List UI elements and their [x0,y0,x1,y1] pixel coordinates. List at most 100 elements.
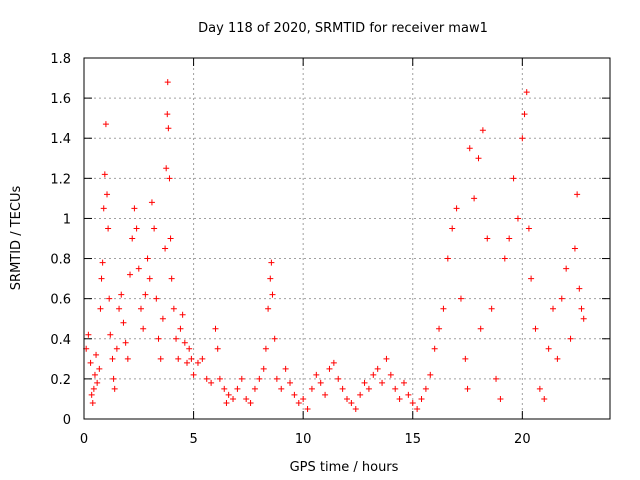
data-point [151,225,158,232]
data-point [357,391,364,398]
data-point [162,245,169,252]
data-point [545,345,552,352]
data-point [208,379,215,386]
data-point [453,205,460,212]
data-point [230,395,237,402]
data-point [528,275,535,282]
data-point [339,385,346,392]
data-point [326,365,333,372]
data-point [427,371,434,378]
data-point [140,325,147,332]
data-point [291,391,298,398]
data-point [370,371,377,378]
x-tick-label: 5 [189,432,197,447]
data-point [127,271,134,278]
data-point [267,275,274,282]
data-point [300,395,307,402]
data-point [361,379,368,386]
data-point [167,235,174,242]
data-point [93,351,100,358]
data-point [168,275,175,282]
data-point [212,325,219,332]
data-point [88,391,95,398]
data-point [243,395,250,402]
data-point [109,355,116,362]
data-point [352,405,359,412]
data-point [457,295,464,302]
data-point [405,391,412,398]
x-tick-label: 20 [514,432,531,447]
data-point [116,305,123,312]
data-point [493,375,500,382]
data-point [567,335,574,342]
data-point [317,379,324,386]
data-point [479,127,486,134]
data-point [135,265,142,272]
data-point [177,325,184,332]
plot-frame [83,57,611,420]
x-axis: 0 5 10 15 20 [80,58,531,447]
data-point [179,311,186,318]
data-point [199,355,206,362]
data-point [129,235,136,242]
data-point [101,171,108,178]
data-point [90,385,97,392]
data-point [166,175,173,182]
data-point [89,399,96,406]
y-tick-label: 0.8 [50,253,71,268]
data-point [576,285,583,292]
data-point [214,345,221,352]
data-point [574,191,581,198]
data-point [431,345,438,352]
chart-title: Day 118 of 2020, SRMTID for receiver maw… [198,21,488,36]
data-point [165,125,172,132]
data-point [365,385,372,392]
data-point [510,175,517,182]
data-point [525,225,532,232]
data-point [107,331,114,338]
data-points [83,79,587,412]
data-point [519,135,526,142]
data-point [523,89,530,96]
data-point [194,359,201,366]
data-point [400,379,407,386]
x-tick-label: 10 [295,432,312,447]
data-point [157,355,164,362]
data-point [304,405,311,412]
data-point [223,399,230,406]
data-point [278,385,285,392]
data-point [269,291,276,298]
data-point [97,305,104,312]
data-point [462,355,469,362]
data-point [330,359,337,366]
data-point [120,319,127,326]
data-point [137,305,144,312]
data-point [271,335,278,342]
data-point [514,215,521,222]
data-point [466,145,473,152]
y-axis: 0 0.2 0.4 0.6 0.8 1 1.2 1.4 1.6 1.8 [50,52,610,428]
data-point [104,191,111,198]
data-point [96,365,103,372]
data-point [102,121,109,128]
data-point [541,395,548,402]
data-point [536,385,543,392]
y-tick-label: 0.2 [50,373,71,388]
data-point [251,385,258,392]
data-point [265,305,272,312]
data-point [225,391,232,398]
data-point [164,79,171,86]
data-point [184,359,191,366]
data-point [133,225,140,232]
data-point [392,385,399,392]
data-point [94,379,101,386]
data-point [449,225,456,232]
data-point [260,365,267,372]
data-point [216,375,223,382]
data-point [175,355,182,362]
data-point [159,315,166,322]
data-point [348,399,355,406]
data-point [262,345,269,352]
data-point [203,375,210,382]
